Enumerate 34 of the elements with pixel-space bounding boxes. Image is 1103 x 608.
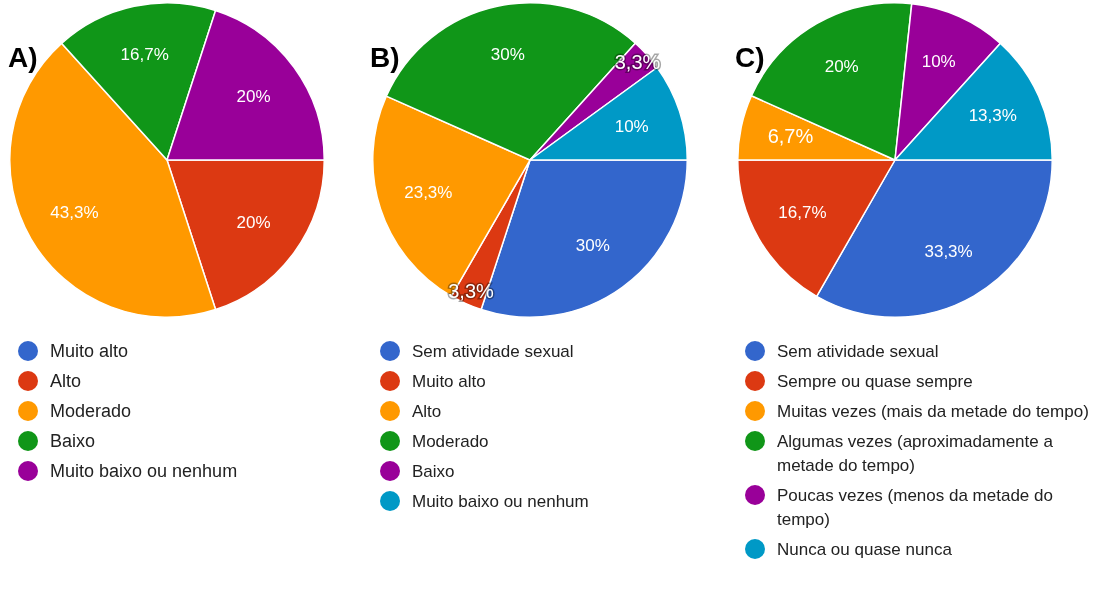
- text: C): [735, 42, 765, 74]
- legend-label: Alto: [50, 370, 82, 392]
- data-label: 6,7%: [767, 125, 814, 148]
- legend-label: Sem atividade sexual: [777, 341, 939, 363]
- legend-label: Muitas vezes (mais da metade do tempo): [777, 401, 1089, 423]
- data-label: 23,3%: [404, 182, 453, 202]
- data-label: 20%: [824, 56, 859, 76]
- data-label: 10%: [614, 116, 649, 136]
- legend-label: Muito baixo ou nenhum: [412, 491, 589, 513]
- legend-label: Moderado: [412, 431, 489, 453]
- data-label: 20%: [236, 212, 271, 232]
- data-label: 10%: [921, 52, 956, 72]
- legend-label: Poucas vezes (menos da metade do tempo): [777, 485, 1054, 531]
- legend-label: Baixo: [50, 430, 96, 452]
- legend-label: Nunca ou quase nunca: [777, 539, 952, 561]
- data-label: 33,3%: [924, 242, 973, 262]
- text: A): [8, 42, 38, 74]
- legend-label: Muito baixo ou nenhum: [50, 460, 238, 482]
- data-label: 16,7%: [778, 203, 827, 223]
- data-label: 13,3%: [968, 106, 1017, 126]
- data-label: 20%: [236, 86, 271, 106]
- legend-label: Alto: [412, 401, 442, 423]
- legend-label: Moderado: [50, 400, 132, 422]
- text: B): [370, 42, 400, 74]
- legend-label: Muito alto: [50, 340, 129, 362]
- legend-label: Baixo: [412, 461, 455, 483]
- data-label: 16,7%: [120, 45, 169, 65]
- data-label: 43,3%: [50, 203, 99, 223]
- data-label: 30%: [575, 236, 610, 256]
- data-label: 30%: [490, 45, 525, 65]
- legend-label: Sempre ou quase sempre: [777, 371, 973, 393]
- legend-label: Muito alto: [412, 371, 486, 393]
- legend-label: Sem atividade sexual: [412, 341, 574, 363]
- legend-label: Algumas vezes (aproximadamente a metade do tempo): [777, 431, 1054, 477]
